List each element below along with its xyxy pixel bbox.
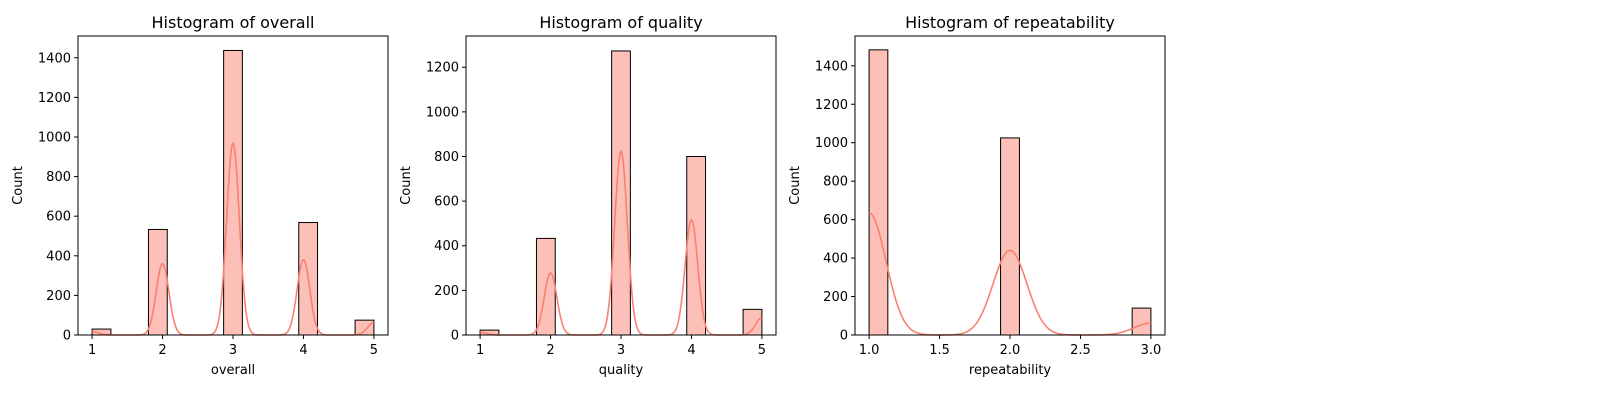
x-tick-label: 3: [229, 343, 237, 358]
x-tick-label: 1.0: [859, 343, 880, 358]
x-tick-label: 5: [370, 343, 378, 358]
x-tick-label: 1.5: [929, 343, 950, 358]
y-axis-label: Count: [399, 166, 414, 205]
chart-title: Histogram of repeatability: [905, 13, 1115, 32]
y-tick-label: 600: [823, 213, 848, 228]
x-tick-label: 4: [299, 343, 307, 358]
x-axis-label: quality: [599, 363, 644, 378]
y-tick-label: 200: [46, 289, 71, 304]
x-tick-label: 1: [476, 343, 484, 358]
y-tick-label: 800: [434, 150, 459, 165]
x-tick-label: 4: [687, 343, 695, 358]
y-axis-label: Count: [11, 166, 26, 205]
y-tick-label: 600: [46, 210, 71, 225]
y-tick-label: 800: [823, 175, 848, 190]
x-tick-label: 2.5: [1070, 343, 1091, 358]
y-tick-label: 0: [451, 329, 459, 344]
y-tick-label: 400: [46, 249, 71, 264]
y-tick-label: 0: [63, 329, 71, 344]
y-tick-label: 800: [46, 170, 71, 185]
x-tick-label: 3: [617, 343, 625, 358]
x-tick-label: 1: [88, 343, 96, 358]
histogram-bar: [1131, 307, 1152, 336]
y-tick-label: 400: [434, 239, 459, 254]
x-tick-label: 2: [158, 343, 166, 358]
y-tick-label: 1200: [815, 98, 848, 113]
y-tick-label: 600: [434, 195, 459, 210]
y-tick-label: 200: [823, 290, 848, 305]
histogram-overall-panel: Histogram of overall overall Count 1 2 3 4 5…: [11, 13, 389, 378]
x-tick-label: 5: [758, 343, 766, 358]
histogram-bar: [868, 49, 889, 336]
histogram-bar: [354, 319, 375, 336]
y-tick-label: 400: [823, 252, 848, 267]
x-axis-label: overall: [211, 363, 255, 378]
histogram-bar: [1000, 137, 1020, 336]
x-tick-label: 2.0: [1000, 343, 1021, 358]
chart-title: Histogram of overall: [152, 13, 315, 32]
y-tick-label: 1000: [38, 130, 71, 145]
y-tick-label: 1400: [38, 51, 71, 66]
x-tick-label: 3.0: [1141, 343, 1162, 358]
histogram-bar: [742, 308, 763, 336]
histogram-quality-panel: Histogram of quality quality Count 1 2 3 4 5…: [399, 13, 777, 378]
y-axis-label: Count: [788, 166, 803, 205]
x-tick-label: 2: [546, 343, 554, 358]
y-tick-label: 1000: [426, 105, 459, 120]
x-axis-label: repeatability: [969, 363, 1052, 378]
y-tick-label: 1000: [815, 136, 848, 151]
y-tick-label: 0: [840, 329, 848, 344]
chart-title: Histogram of quality: [539, 13, 702, 32]
histogram-repeatability-panel: Histogram of repeatability repeatability…: [788, 13, 1166, 378]
y-tick-label: 1200: [426, 61, 459, 76]
y-tick-label: 1400: [815, 59, 848, 74]
y-tick-label: 200: [434, 284, 459, 299]
histogram-bar: [223, 49, 243, 336]
histogram-bar: [611, 50, 631, 336]
y-tick-label: 1200: [38, 91, 71, 106]
